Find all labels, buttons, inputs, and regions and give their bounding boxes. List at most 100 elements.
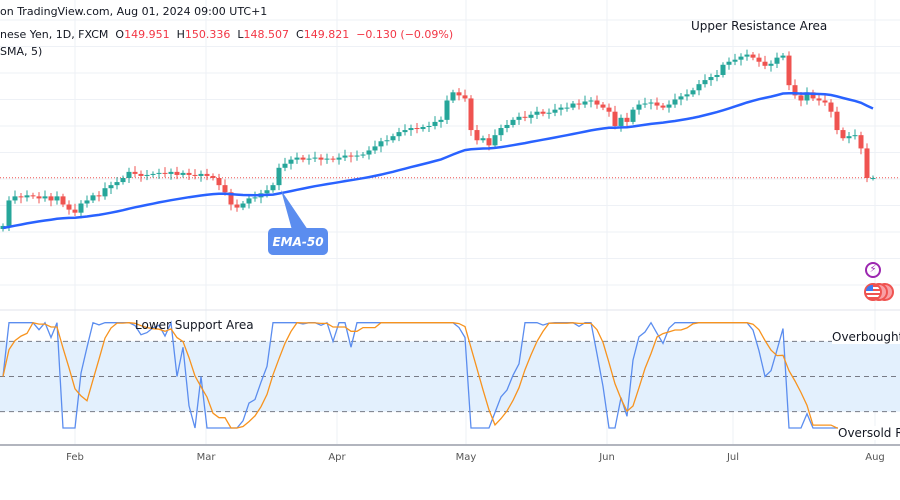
- close-value: 149.821: [303, 28, 350, 41]
- candle-body: [66, 204, 72, 210]
- candle-body: [774, 57, 780, 64]
- candle-body: [756, 57, 762, 62]
- candle-body: [168, 171, 174, 174]
- candle-body: [270, 185, 276, 191]
- x-tick: Feb: [66, 452, 84, 463]
- indicator-legend[interactable]: SMA, 5): [0, 45, 43, 58]
- candle-body: [618, 117, 624, 126]
- candle-body: [840, 130, 846, 139]
- candle-body: [654, 102, 660, 106]
- candle-body: [318, 157, 324, 160]
- candle-body: [330, 158, 336, 160]
- candle-body: [36, 196, 42, 199]
- x-tick: Aug: [865, 452, 885, 463]
- candle-body: [468, 98, 474, 131]
- candle-body: [78, 203, 84, 213]
- lightning-event-icon[interactable]: ⚡: [865, 262, 881, 278]
- candle-body: [546, 112, 552, 114]
- candle-body: [726, 61, 732, 65]
- candle-body: [348, 155, 354, 157]
- candle-body: [408, 128, 414, 131]
- candle-body: [816, 98, 822, 101]
- candle-body: [150, 173, 156, 175]
- candle-body: [834, 111, 840, 131]
- candle-body: [720, 64, 726, 75]
- candle-body: [108, 185, 114, 189]
- candle-body: [60, 196, 66, 205]
- candle-body: [198, 173, 204, 176]
- candle-body: [228, 192, 234, 205]
- candle-body: [402, 130, 408, 133]
- candle-body: [696, 84, 702, 91]
- candle-body: [600, 104, 606, 108]
- candle-body: [216, 178, 222, 186]
- candle-body: [366, 150, 372, 155]
- candle-body: [90, 195, 96, 201]
- change-value: −0.130 (−0.09%): [356, 28, 454, 41]
- candle-body: [84, 200, 90, 204]
- candle-body: [276, 167, 282, 186]
- candle-body: [426, 125, 432, 127]
- candle-body: [690, 90, 696, 95]
- x-tick: Jun: [599, 452, 615, 463]
- candle-body: [240, 203, 246, 208]
- candle-body: [630, 109, 636, 122]
- candle-body: [732, 59, 738, 62]
- candle-body: [624, 117, 630, 122]
- candle-body: [432, 121, 438, 126]
- candle-body: [162, 172, 168, 174]
- overbought-label: Overbought L: [832, 330, 900, 344]
- candle-body: [126, 171, 132, 178]
- candle-body: [762, 61, 768, 66]
- candle-body: [846, 136, 852, 139]
- candle-body: [666, 104, 672, 108]
- oversold-label: Oversold Re: [838, 426, 900, 440]
- candle-body: [492, 135, 498, 146]
- candle-body: [564, 107, 570, 109]
- candle-body: [252, 197, 258, 199]
- symbol-name[interactable]: nese Yen, 1D, FXCM: [0, 28, 109, 41]
- candle-body: [234, 204, 240, 208]
- candle-body: [870, 178, 876, 179]
- candle-body: [42, 196, 48, 199]
- candle-body: [642, 103, 648, 105]
- candle-body: [474, 130, 480, 141]
- us-flag-event-icon[interactable]: [864, 283, 882, 301]
- candle-body: [438, 119, 444, 122]
- candle-body: [444, 100, 450, 120]
- candle-body: [372, 146, 378, 151]
- candle-body: [156, 172, 162, 174]
- candle-body: [792, 85, 798, 96]
- candle-body: [768, 63, 774, 66]
- candle-body: [420, 127, 426, 130]
- candle-body: [786, 55, 792, 86]
- upper-resistance-label: Upper Resistance Area: [691, 19, 828, 33]
- ohlc-line: nese Yen, 1D, FXCM O149.951 H150.336 L14…: [0, 28, 453, 41]
- ema-callout-pointer: [281, 190, 308, 230]
- oscillator-d-line: [2, 321, 873, 429]
- candle-body: [648, 102, 654, 104]
- candle-body: [744, 54, 750, 57]
- candle-body: [450, 92, 456, 101]
- candle-body: [738, 56, 744, 60]
- candle-body: [480, 138, 486, 141]
- candle-body: [336, 157, 342, 160]
- lower-support-label: Lower Support Area: [135, 318, 254, 332]
- candle-body: [582, 101, 588, 105]
- candle-body: [360, 154, 366, 156]
- candle-body: [708, 77, 714, 81]
- candle-body: [132, 171, 138, 174]
- open-value: 149.951: [124, 28, 170, 41]
- candle-body: [552, 109, 558, 113]
- candle-body: [534, 111, 540, 115]
- candle-body: [522, 116, 528, 118]
- candle-body: [852, 135, 858, 137]
- candle-body: [828, 102, 834, 112]
- candle-body: [678, 96, 684, 100]
- candle-body: [606, 107, 612, 112]
- candle-body: [180, 172, 186, 175]
- candle-body: [684, 94, 690, 97]
- candle-body: [558, 107, 564, 110]
